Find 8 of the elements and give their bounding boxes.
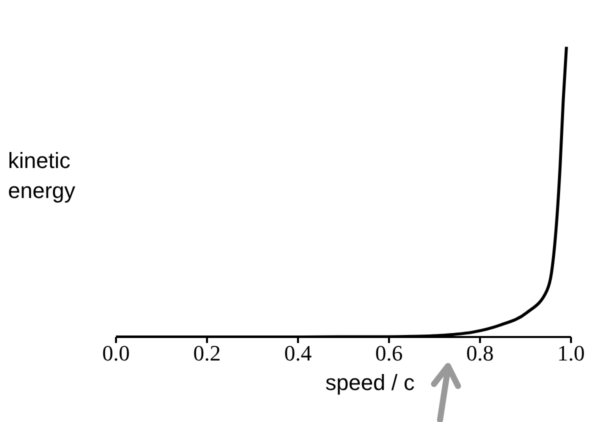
x-tick-label: 0.2 bbox=[193, 340, 221, 366]
x-axis-title: speed / c bbox=[324, 370, 416, 396]
x-tick-label: 1.0 bbox=[557, 340, 585, 366]
x-tick-label: 0.8 bbox=[466, 340, 494, 366]
x-tick-label: 0.4 bbox=[284, 340, 312, 366]
y-axis-title: kinetic energy bbox=[8, 147, 76, 205]
x-tick-label: 0.6 bbox=[375, 340, 403, 366]
x-tick-label: 0.0 bbox=[102, 340, 130, 366]
